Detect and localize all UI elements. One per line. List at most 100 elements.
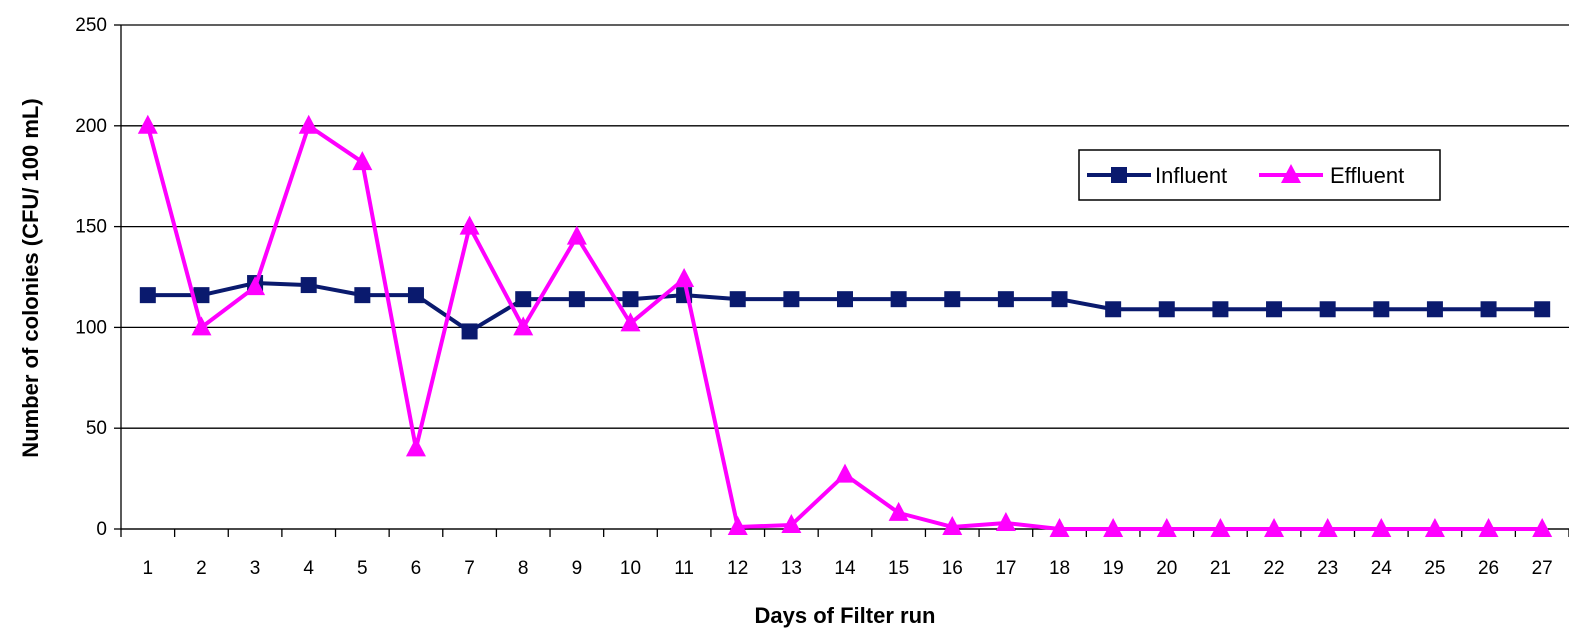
data-point <box>674 268 695 288</box>
data-point <box>1281 164 1301 183</box>
y-tick-label: 200 <box>75 116 107 137</box>
x-axis-title: Days of Filter run <box>755 603 936 628</box>
data-point <box>1049 518 1070 537</box>
data-point <box>566 225 587 245</box>
data-point <box>191 316 212 336</box>
data-point <box>837 291 853 308</box>
legend: Influent Effluent <box>1078 149 1441 201</box>
x-tick-label: 23 <box>1317 558 1338 579</box>
x-tick-label: 8 <box>518 558 529 579</box>
x-tick-label: 19 <box>1103 558 1124 579</box>
x-tick-label: 18 <box>1049 558 1070 579</box>
data-point <box>835 463 855 483</box>
data-point <box>1210 518 1231 537</box>
data-point <box>729 291 746 308</box>
legend-label: Effluent <box>1330 163 1404 188</box>
data-point <box>1480 301 1497 318</box>
data-point <box>1319 301 1336 318</box>
series-lines <box>137 114 1553 537</box>
x-tick-label: 4 <box>303 558 314 579</box>
data-point <box>890 291 907 308</box>
data-point <box>1212 301 1229 318</box>
data-point <box>1158 301 1175 318</box>
data-point <box>1373 301 1390 318</box>
legend-item-effluent: Effluent <box>1259 163 1404 188</box>
data-point <box>620 312 641 332</box>
data-point <box>193 287 210 304</box>
legend-label: Influent <box>1155 163 1227 188</box>
data-point <box>1426 301 1443 318</box>
y-axis-title: Number of colonies (CFU/ 100 mL) <box>18 98 43 457</box>
data-point <box>298 114 319 134</box>
data-point <box>997 291 1014 308</box>
x-tick-label: 13 <box>781 558 802 579</box>
data-point <box>407 287 424 304</box>
x-tick-label: 5 <box>357 558 368 579</box>
data-point <box>137 114 158 134</box>
y-tick-label: 150 <box>75 217 107 238</box>
data-point <box>1266 301 1283 318</box>
data-point <box>1317 518 1338 537</box>
data-point <box>888 501 909 521</box>
y-tick-label: 50 <box>86 418 107 439</box>
x-tick-label: 3 <box>250 558 261 579</box>
data-point <box>944 291 961 308</box>
y-tick-label: 250 <box>75 15 107 36</box>
x-tick-label: 15 <box>888 558 909 579</box>
data-point <box>622 291 639 308</box>
data-point <box>1051 291 1068 308</box>
x-tick-label: 2 <box>196 558 207 579</box>
data-point <box>459 215 480 235</box>
data-point <box>1111 167 1127 183</box>
data-point <box>727 515 748 535</box>
x-tick-label: 21 <box>1210 558 1231 579</box>
data-point <box>1103 518 1124 537</box>
x-tick-label: 11 <box>674 558 694 579</box>
data-point <box>1478 518 1499 537</box>
series-effluent <box>137 114 1553 537</box>
x-tick-label: 7 <box>464 558 475 579</box>
x-tick-label: 12 <box>727 558 748 579</box>
data-point <box>139 287 156 304</box>
data-point <box>352 151 373 171</box>
data-point <box>1534 301 1551 318</box>
data-point <box>405 437 426 457</box>
x-tick-label: 14 <box>834 558 856 579</box>
data-point <box>300 277 317 294</box>
x-tick-label: 22 <box>1263 558 1284 579</box>
x-axis: 1 2 3 4 5 6 7 8 9 10 11 12 13 14 15 16 17 18 19 20 21 22 23 24 2… <box>120 528 1569 579</box>
y-tick-label: 100 <box>75 317 107 338</box>
data-point <box>461 323 478 340</box>
data-point <box>568 291 585 308</box>
data-point <box>942 515 963 535</box>
x-tick-label: 10 <box>620 558 641 579</box>
y-tick-label: 0 <box>96 519 107 540</box>
x-tick-label: 17 <box>995 558 1016 579</box>
x-tick-label: 26 <box>1478 558 1499 579</box>
x-tick-label: 27 <box>1532 558 1553 579</box>
data-point <box>1532 518 1553 537</box>
x-tick-label: 9 <box>572 558 583 579</box>
data-point <box>515 291 532 308</box>
legend-item-influent: Influent <box>1087 163 1227 188</box>
x-tick-label: 1 <box>143 558 154 579</box>
data-point <box>1424 518 1445 537</box>
data-point <box>1264 518 1285 537</box>
series-influent <box>139 275 1551 340</box>
data-point <box>1156 518 1177 537</box>
data-point <box>245 276 266 296</box>
x-tick-label: 6 <box>411 558 422 579</box>
x-tick-label: 20 <box>1156 558 1177 579</box>
x-tick-label: 24 <box>1371 558 1393 579</box>
y-axis: 0 50 100 150 200 250 <box>75 15 122 540</box>
gridlines <box>121 24 1569 530</box>
x-tick-label: 25 <box>1424 558 1445 579</box>
x-tick-label: 16 <box>942 558 963 579</box>
data-point <box>781 513 802 533</box>
data-point <box>995 511 1016 531</box>
data-point <box>513 316 534 336</box>
data-point <box>783 291 800 308</box>
data-point <box>1371 518 1392 537</box>
data-point <box>1105 301 1122 318</box>
